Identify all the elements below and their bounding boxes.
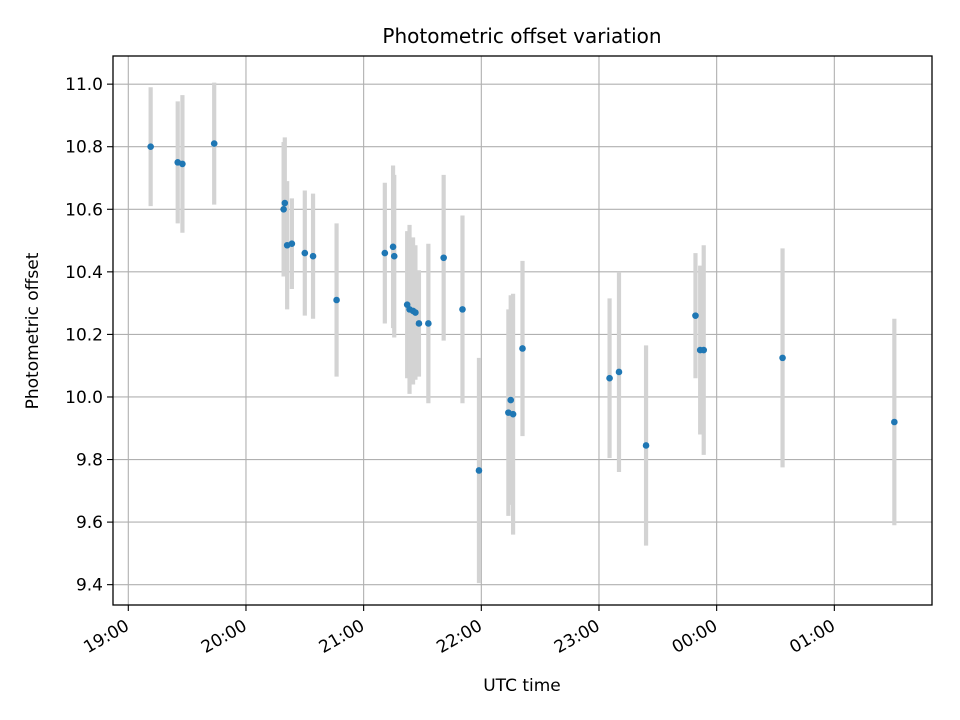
data-point (389, 243, 397, 251)
data-point (519, 345, 526, 352)
y-tick-label: 10.2 (65, 325, 103, 345)
chart-title: Photometric offset variation (382, 24, 661, 48)
data-point (475, 467, 483, 474)
x-axis-label: UTC time (483, 676, 561, 696)
data-point (425, 320, 432, 327)
y-tick-label: 10.8 (65, 138, 103, 158)
data-points (147, 140, 898, 474)
data-point (700, 346, 708, 354)
data-point (147, 143, 154, 151)
data-point (301, 249, 309, 257)
data-point (507, 396, 515, 404)
data-point (415, 320, 423, 327)
y-axis-label: Photometric offset (23, 252, 43, 409)
data-point (440, 254, 447, 262)
y-tick-label: 9.8 (76, 451, 103, 471)
data-point (281, 199, 289, 207)
y-tick-label: 9.4 (76, 576, 103, 596)
data-point (692, 312, 699, 319)
data-point (210, 140, 218, 147)
y-tick-label: 9.6 (76, 513, 103, 533)
data-point (390, 252, 398, 260)
data-point (412, 309, 419, 316)
plot-frame (112, 55, 933, 606)
y-tick-label: 10.0 (65, 388, 103, 408)
data-point (606, 374, 613, 382)
y-tick-label: 11.0 (65, 75, 103, 95)
data-point (459, 306, 466, 313)
data-point (333, 296, 340, 304)
data-point (779, 354, 786, 362)
y-axis-ticks: 9.4 9.6 9.8 10.0 10.2 10.4 10.6 10.8 11.0 (65, 75, 113, 596)
y-tick-label: 10.6 (65, 200, 103, 220)
data-point (288, 240, 296, 247)
data-point (179, 160, 186, 168)
data-point (615, 368, 623, 376)
data-point (280, 205, 287, 213)
data-point (509, 410, 517, 418)
data-point (891, 418, 898, 426)
y-tick-label: 10.4 (65, 263, 103, 283)
data-point (642, 442, 650, 449)
data-point (309, 252, 317, 260)
data-point (381, 249, 389, 257)
